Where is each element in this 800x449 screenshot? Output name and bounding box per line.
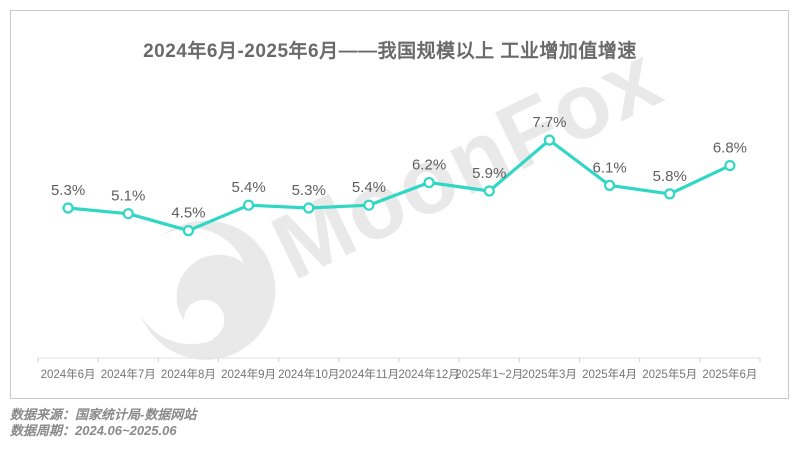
value-label: 4.5% (171, 205, 205, 222)
x-axis-label: 2024年12月 (398, 367, 459, 381)
value-label: 5.3% (51, 182, 85, 199)
x-axis-label: 2025年3月 (522, 367, 577, 381)
x-axis-label: 2024年6月 (41, 367, 96, 381)
data-point[interactable] (664, 188, 676, 200)
x-axis-label: 2024年11月 (339, 367, 400, 381)
chart-title: 2024年6月-2025年6月——我国规模以上 工业增加值增速 (143, 41, 637, 62)
x-axis-label: 2025年5月 (642, 367, 697, 381)
value-label: 7.7% (532, 114, 566, 131)
x-axis-label: 2025年4月 (582, 367, 637, 381)
value-label: 5.9% (472, 165, 506, 182)
value-label: 5.8% (653, 168, 687, 185)
data-point[interactable] (122, 208, 134, 220)
data-point[interactable] (603, 179, 616, 191)
x-axis-label: 2024年7月 (101, 367, 156, 381)
data-point[interactable] (363, 199, 375, 211)
value-label: 6.1% (592, 159, 626, 176)
x-axis-label: 2025年1~2月 (455, 367, 523, 381)
value-label: 5.1% (111, 188, 145, 205)
x-axis-label: 2024年8月 (161, 367, 216, 381)
data-source-note: 数据来源：国家统计局-数据网站 (10, 407, 197, 422)
data-point[interactable] (242, 199, 255, 211)
x-axis-label: 2024年9月 (221, 367, 276, 381)
data-point[interactable] (724, 159, 736, 172)
footer: 数据来源：国家统计局-数据网站 数据周期：2024.06~2025.06 (10, 407, 196, 439)
data-point[interactable] (423, 176, 435, 189)
data-point[interactable] (303, 202, 315, 214)
value-label: 5.4% (352, 179, 386, 196)
value-label: 5.3% (292, 182, 326, 199)
x-axis-label: 2024年10月 (278, 367, 339, 381)
data-point[interactable] (483, 185, 495, 197)
data-period-note: 数据周期：2024.06~2025.06 (10, 423, 177, 438)
value-label: 5.4% (231, 179, 265, 196)
data-point[interactable] (182, 225, 195, 237)
value-label: 6.2% (412, 157, 446, 174)
value-label: 6.8% (713, 140, 747, 157)
trend-line (66, 138, 732, 233)
data-point[interactable] (62, 202, 74, 214)
data-point[interactable] (543, 134, 556, 146)
x-axis-label: 2025年6月 (702, 367, 757, 381)
